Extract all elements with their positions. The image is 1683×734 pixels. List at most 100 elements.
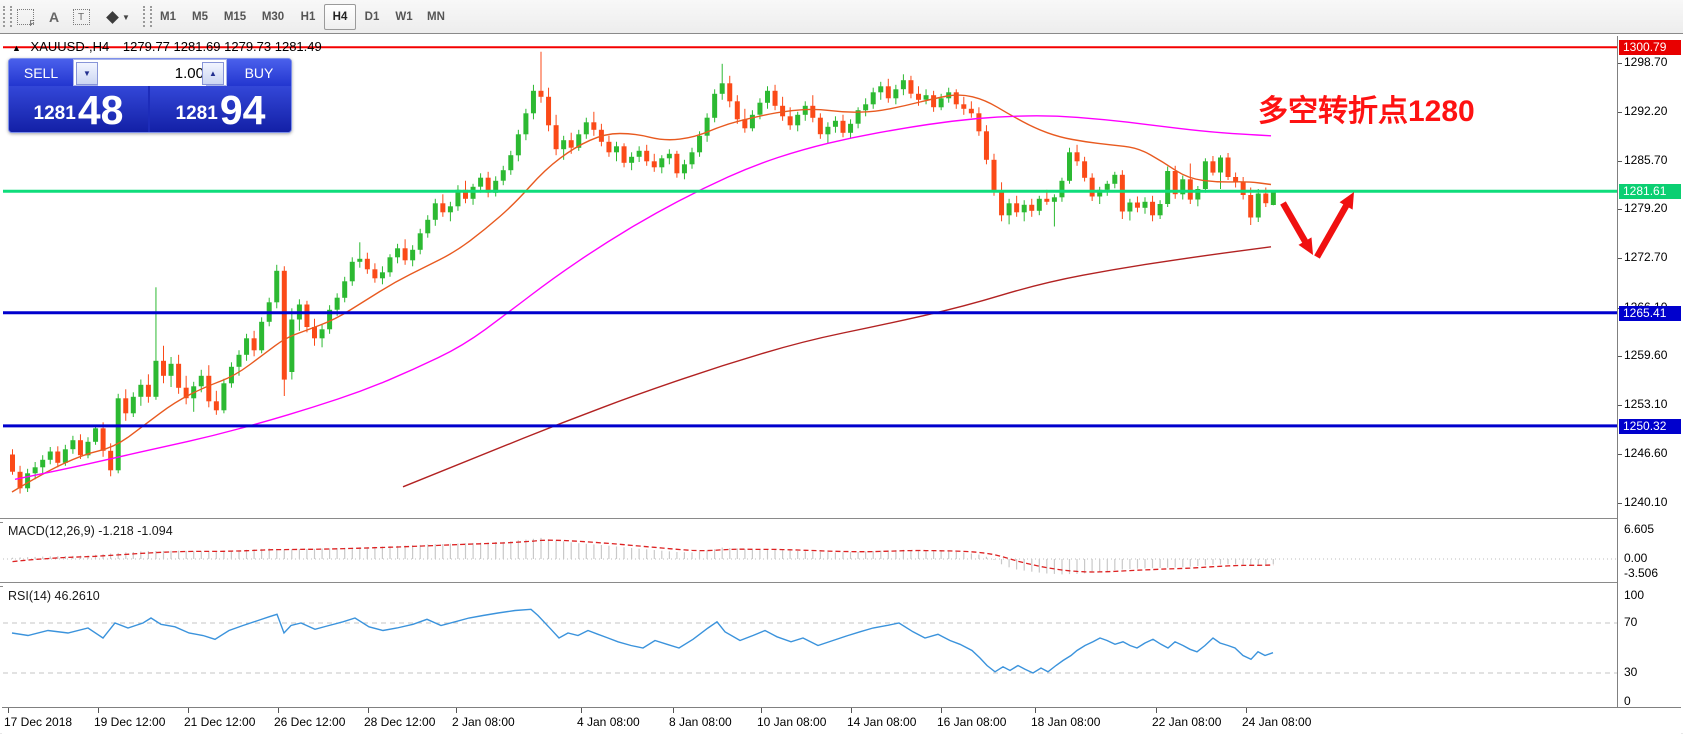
time-tick-label: 4 Jan 08:00 [577, 715, 640, 729]
price-tick-mark [1618, 160, 1622, 162]
price-tick-label: 1298.70 [1624, 55, 1668, 69]
timeframe-button-w1[interactable]: W1 [395, 11, 413, 23]
arrow-objects-button[interactable]: ▼ [98, 4, 140, 30]
timeframe-button-h1[interactable]: H1 [300, 11, 316, 23]
ma-fast [11, 94, 1272, 493]
time-tick-label: 24 Jan 08:00 [1242, 715, 1312, 729]
diamond-icon [106, 10, 119, 24]
chart-annotation-text[interactable]: 多空转折点1280 [1258, 95, 1475, 128]
toolbar-grip[interactable] [3, 6, 12, 27]
volume-increase-button[interactable]: ▲ [202, 62, 224, 85]
price-tick-label: 1292.20 [1624, 103, 1668, 118]
t-box-icon: T [72, 9, 90, 25]
price-tick-mark [1618, 209, 1622, 211]
time-tick-label: 8 Jan 08:00 [669, 715, 732, 729]
text-label-button[interactable]: A [48, 9, 60, 25]
macd-axis-label: -3.506 [1624, 566, 1659, 581]
separator-window-icon[interactable]: F [12, 4, 38, 30]
price-tick-label: 1259.60 [1624, 348, 1668, 363]
time-tick-label: 10 Jan 08:00 [757, 715, 827, 729]
buy-price-box[interactable]: 1281 94 [150, 86, 291, 132]
price-axis-border [1617, 36, 1618, 708]
red-arrow[interactable] [1314, 199, 1352, 259]
price-tick-mark [1618, 356, 1622, 358]
text-box-button[interactable]: T [68, 4, 94, 30]
price-tick-label: 1253.10 [1624, 397, 1668, 411]
buy-price-big: 94 [219, 87, 266, 133]
timeframe-button-mn[interactable]: MN [427, 11, 445, 23]
horizontal-level-lines [3, 46, 1617, 428]
time-tick-mark [456, 708, 457, 713]
moving-averages [11, 94, 1272, 493]
rsi-axis-label: 30 [1624, 665, 1638, 679]
collapse-arrow-icon[interactable]: ▲ [12, 43, 21, 53]
price-badge-1281.61: 1281.61 [1619, 184, 1681, 200]
time-tick-label: 21 Dec 12:00 [184, 715, 256, 729]
rsi-line [11, 608, 1274, 674]
rsi-label: RSI(14) 46.2610 [8, 589, 100, 603]
sell-button[interactable]: SELL [9, 59, 73, 88]
time-tick-label: 2 Jan 08:00 [452, 715, 515, 729]
chart-window: ▲ XAUUSD-,H4 1279.77 1281.69 1279.73 128… [0, 33, 1683, 734]
volume-decrease-button[interactable]: ▼ [76, 62, 98, 85]
time-tick-label: 26 Dec 12:00 [274, 715, 346, 729]
price-axis[interactable]: 1298.701292.201285.701279.201272.701266.… [1618, 36, 1683, 708]
time-tick-mark [278, 708, 279, 713]
timeframe-button-m30[interactable]: M30 [261, 11, 285, 23]
rsi-panel[interactable] [3, 586, 1617, 707]
timeframe-button-m1[interactable]: M1 [160, 11, 176, 23]
one-click-trading-panel: SELL ▼ ▲ BUY 1281 48 1281 94 [8, 58, 292, 133]
price-badge-1300.79: 1300.79 [1619, 40, 1681, 56]
sell-price-big: 48 [77, 87, 124, 133]
price-tick-label: 1246.60 [1624, 445, 1668, 460]
red-arrowhead-icon [1339, 192, 1354, 210]
rsi-axis-label: 70 [1624, 615, 1638, 629]
time-tick-mark [851, 708, 852, 713]
macd-label: MACD(12,26,9) -1.218 -1.094 [8, 524, 173, 538]
time-tick-label: 16 Jan 08:00 [937, 715, 1007, 729]
time-tick-mark [98, 708, 99, 713]
timeframe-button-m5[interactable]: M5 [192, 11, 208, 23]
price-tick-mark [1618, 111, 1622, 113]
volume-control: ▼ ▲ [73, 59, 227, 86]
red-arrow[interactable] [1280, 201, 1311, 248]
toolbar-grip-2[interactable] [143, 6, 152, 27]
timeframe-button-m15[interactable]: M15 [223, 11, 247, 23]
time-tick-mark [941, 708, 942, 713]
ma-slow [402, 246, 1272, 488]
buy-button[interactable]: BUY [227, 59, 291, 88]
macd-axis-label: 6.605 [1624, 522, 1655, 536]
time-tick-mark [8, 708, 9, 713]
price-badge-1265.41: 1265.41 [1619, 305, 1681, 321]
trend-arrows[interactable] [1280, 192, 1354, 259]
price-tick-label: 1279.20 [1624, 201, 1668, 216]
macd-panel[interactable] [3, 522, 1617, 582]
rsi-axis-label: 100 [1624, 588, 1645, 602]
grid-icon: F [16, 9, 35, 28]
time-tick-label: 18 Jan 08:00 [1031, 715, 1101, 729]
candlesticks [10, 51, 1276, 494]
timeframe-button-h4[interactable]: H4 [324, 4, 356, 30]
time-axis[interactable]: 17 Dec 2018 19 Dec 12:00 21 Dec 12:00 26 De… [2, 707, 1681, 734]
chevron-down-icon: ▼ [122, 12, 130, 22]
ma-mid [14, 115, 1272, 480]
time-tick-label: 14 Jan 08:00 [847, 715, 917, 729]
macd-signal-line [12, 539, 1274, 573]
price-tick-mark [1618, 258, 1622, 259]
sell-price-box[interactable]: 1281 48 [9, 86, 148, 132]
price-tick-label: 1240.10 [1624, 494, 1668, 509]
time-tick-label: 19 Dec 12:00 [94, 715, 166, 729]
volume-input[interactable] [98, 61, 206, 86]
time-tick-label: 22 Jan 08:00 [1152, 715, 1222, 729]
chart-title: ▲ XAUUSD-,H4 1279.77 1281.69 1279.73 128… [12, 39, 322, 54]
sell-price-small: 1281 [33, 103, 76, 124]
time-tick-mark [673, 708, 674, 713]
symbol-period-label: XAUUSD-,H4 [30, 39, 110, 54]
ohlc-readout: 1279.77 1281.69 1279.73 1281.49 [122, 39, 322, 54]
time-tick-label: 28 Dec 12:00 [364, 715, 436, 729]
price-tick-label: 1285.70 [1624, 152, 1668, 167]
timeframe-button-d1[interactable]: D1 [364, 11, 380, 23]
price-tick-mark [1618, 405, 1622, 406]
price-tick-label: 1272.70 [1624, 250, 1668, 264]
